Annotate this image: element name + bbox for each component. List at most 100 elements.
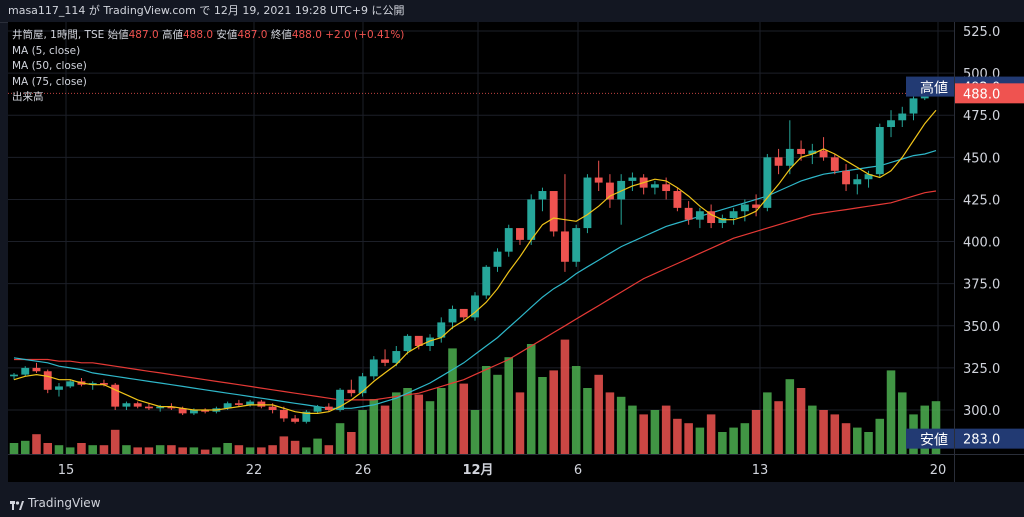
candle-body xyxy=(819,150,828,158)
volume-bar xyxy=(886,370,896,454)
volume-bar xyxy=(639,414,648,454)
axis-corner xyxy=(954,454,1024,483)
volume-bar xyxy=(324,445,334,454)
candle-body xyxy=(662,184,671,192)
volume-bar xyxy=(110,429,120,454)
price-tick-label: 475.0 xyxy=(963,109,1000,124)
volume-bar xyxy=(189,447,199,454)
high-tag-label: 高値 xyxy=(920,80,948,97)
candle-body xyxy=(133,403,142,407)
price-tick-label: 375.0 xyxy=(963,278,1000,293)
volume-bar xyxy=(122,445,131,454)
volume-bar xyxy=(650,410,660,454)
candle-body xyxy=(549,191,558,232)
ma50-legend[interactable]: MA (50, close) xyxy=(12,60,87,72)
volume-bar xyxy=(414,394,424,454)
candle-body xyxy=(88,383,97,385)
ma75-legend[interactable]: MA (75, close) xyxy=(12,75,87,88)
low-value: 487.0 xyxy=(237,29,268,41)
candle-body xyxy=(32,367,41,372)
candle-body xyxy=(336,389,345,410)
time-tick-label: 22 xyxy=(246,463,263,478)
candle-body xyxy=(504,228,513,252)
candle-body xyxy=(482,266,491,296)
candle-body xyxy=(763,157,772,208)
candle-body xyxy=(313,406,322,412)
volume-bar xyxy=(526,344,536,454)
candle-body xyxy=(583,177,592,229)
tradingview-logo[interactable]: TradingView xyxy=(10,496,101,510)
candle-body xyxy=(414,335,423,346)
candle-body xyxy=(887,120,895,128)
price-tick-label: 425.0 xyxy=(963,193,1000,208)
volume-bar xyxy=(403,388,412,454)
tradingview-brand: TradingView xyxy=(28,496,101,510)
volume-bar xyxy=(673,418,682,454)
volume-bar xyxy=(234,445,244,454)
publish-info: masa117_114 が TradingView.com で 12月 19, … xyxy=(8,4,405,17)
volume-bar xyxy=(481,366,491,454)
volume-bar xyxy=(763,392,772,454)
volume-bar xyxy=(549,370,558,454)
low-tag-label-bg xyxy=(906,428,962,449)
volume-bar xyxy=(493,374,502,454)
volume-bar xyxy=(335,423,345,454)
volume-bar xyxy=(88,445,97,454)
volume-bar xyxy=(605,392,615,454)
candle-body xyxy=(729,211,738,218)
volume-bar xyxy=(200,449,210,454)
volume-bar xyxy=(897,392,907,454)
ma5-legend[interactable]: MA (5, close) xyxy=(12,44,81,57)
candle-body xyxy=(561,231,569,262)
volume-bar xyxy=(695,427,705,454)
high-label: 高値 xyxy=(162,29,183,41)
price-tick-label: 525.0 xyxy=(963,25,1000,40)
candle-body xyxy=(189,410,198,414)
candle-body xyxy=(673,191,682,208)
candle-body xyxy=(268,406,277,410)
price-tick-label: 325.0 xyxy=(963,362,1000,377)
volume-bar xyxy=(20,440,30,454)
volume-bar xyxy=(358,410,367,454)
time-tick-label: 13 xyxy=(752,463,769,478)
time-axis[interactable]: 15 22 26 12月 6 13 20 xyxy=(8,454,954,483)
candle-body xyxy=(898,113,907,121)
candle-body xyxy=(302,411,311,422)
candle-body xyxy=(55,386,63,390)
volume-bar xyxy=(515,392,525,454)
candle-body xyxy=(605,182,614,200)
candle-body xyxy=(448,308,457,323)
volume-bar xyxy=(268,445,277,454)
volume-bar xyxy=(459,383,469,454)
volume-bar xyxy=(616,396,626,454)
price-axis[interactable]: 525.0 500.0 475.0 450.0 425.0 400.0 375.0 350.0… xyxy=(907,22,1024,454)
volume-bar xyxy=(436,388,446,454)
candle-body xyxy=(471,295,479,318)
candle-body xyxy=(10,374,18,377)
change-value: +2.0 (+0.41%) xyxy=(325,29,405,41)
candle-body xyxy=(617,180,626,200)
volume-bar xyxy=(392,392,401,454)
tradingview-logo-icon xyxy=(10,499,24,510)
volume-bar xyxy=(257,447,266,454)
volume-bar xyxy=(819,410,828,454)
candle-body xyxy=(718,217,727,224)
candle-body xyxy=(156,406,165,409)
candle-body xyxy=(100,383,108,385)
volume-bar xyxy=(77,443,86,454)
candle-body xyxy=(695,211,704,220)
candle-body xyxy=(111,384,120,407)
candle-body xyxy=(21,367,30,375)
candle-body xyxy=(381,359,389,363)
candle-body xyxy=(279,410,288,419)
volume-bar xyxy=(369,399,379,454)
volume-legend[interactable]: 出来高 xyxy=(12,91,44,103)
volume-bar xyxy=(32,434,41,454)
candle-body xyxy=(324,406,333,410)
chart-pane[interactable]: 高値 安値 xyxy=(8,22,962,454)
volume-bar xyxy=(223,443,232,454)
volume-bar xyxy=(538,377,547,454)
volume-bar xyxy=(841,423,851,454)
price-tick-label: 450.0 xyxy=(963,151,1000,166)
